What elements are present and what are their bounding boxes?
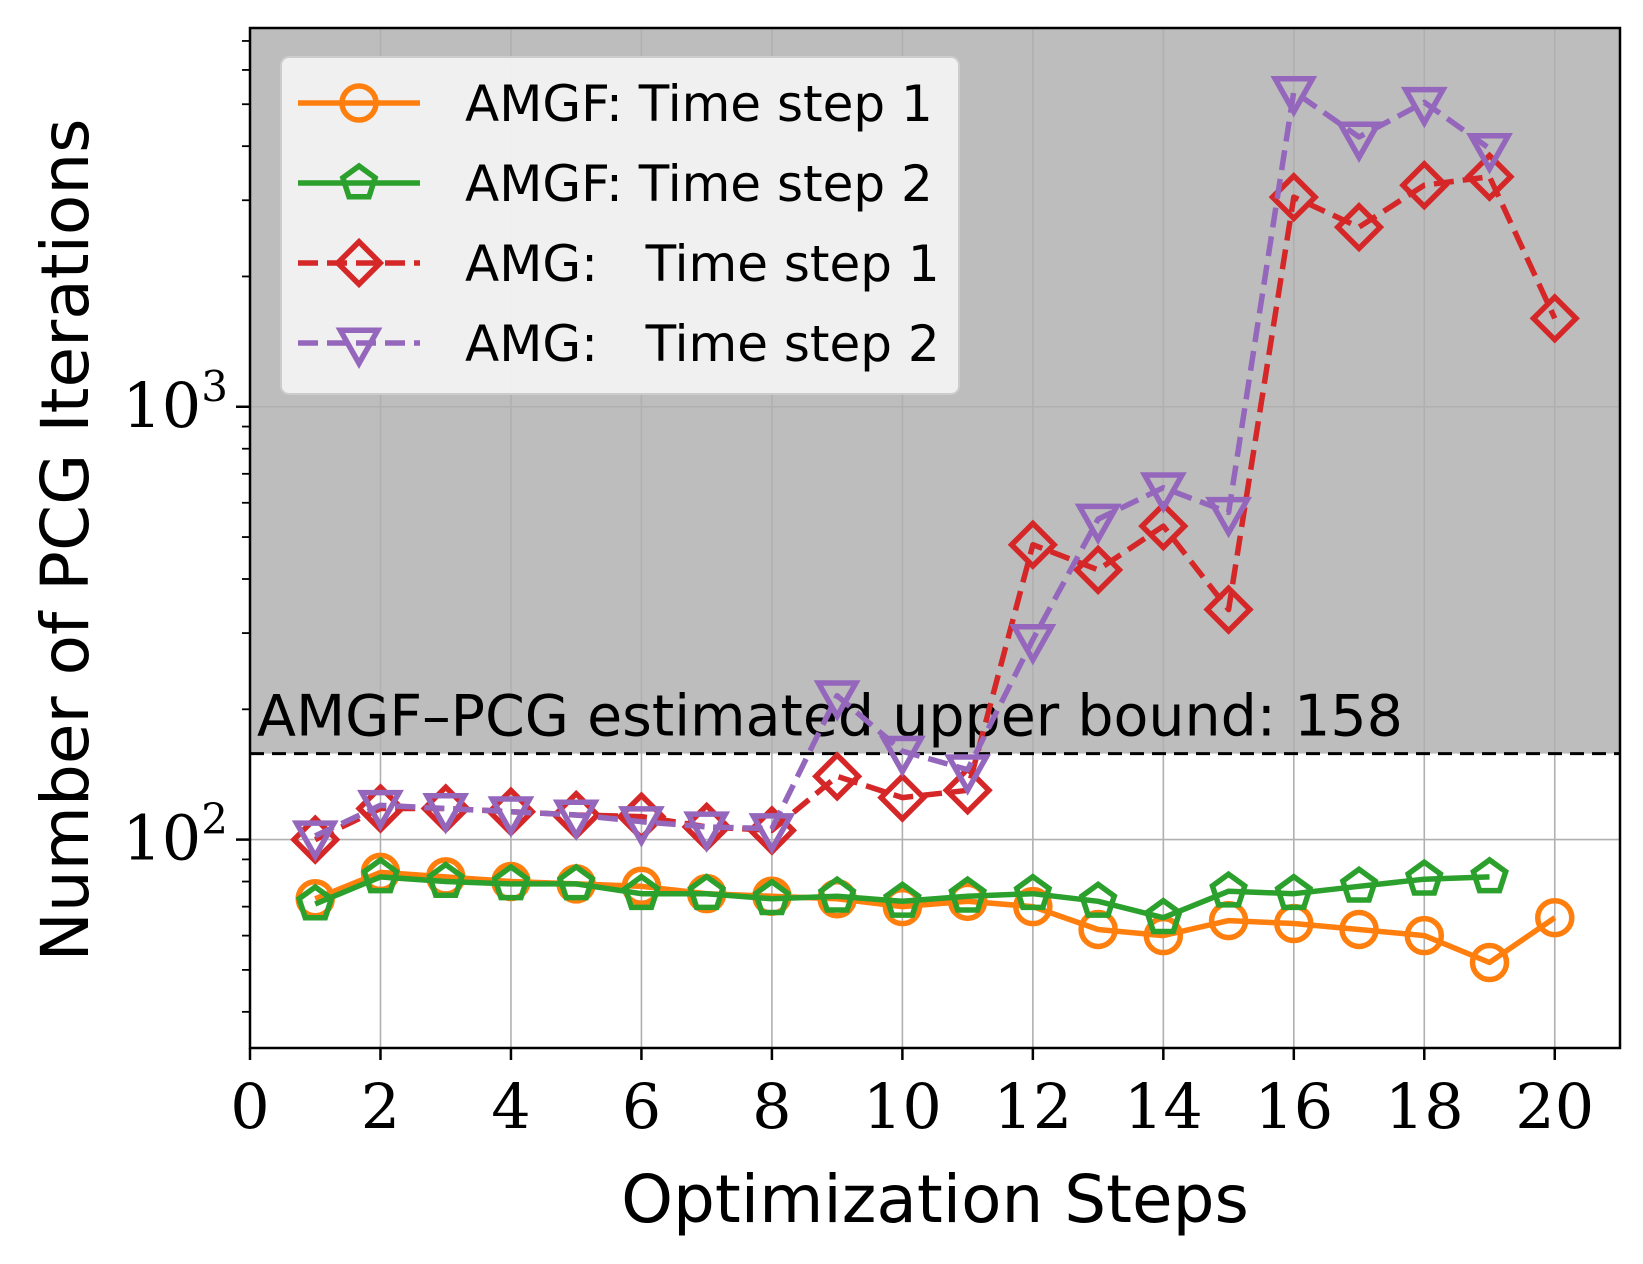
legend-label-2: AMGF: Time step 2 [465, 155, 933, 213]
series-3-point [1072, 544, 1124, 595]
legend-marker-3 [333, 237, 385, 289]
x-tick-label: 6 [622, 1070, 661, 1143]
series-2-point [1470, 856, 1509, 894]
series-4-point [878, 735, 926, 778]
series-1-point [1535, 897, 1575, 938]
series-2-point [491, 863, 531, 901]
series-4-point [1400, 86, 1448, 129]
series-3-point [1464, 151, 1515, 202]
series-3-point [1333, 202, 1385, 253]
legend-box [280, 56, 960, 395]
legend-label-4: AMG: Time step 2 [465, 315, 940, 373]
y-axis-label: Number of PCG Iterations [27, 118, 104, 961]
series-3-point [877, 772, 928, 823]
series-3-point [1138, 500, 1189, 552]
series-4-point [1270, 76, 1318, 118]
legend-label-3: AMG: Time step 1 [465, 235, 940, 293]
series-4-point [683, 811, 731, 853]
series-2-point [687, 873, 727, 911]
x-tick-label: 0 [230, 1070, 269, 1143]
x-tick-label: 10 [863, 1070, 942, 1143]
series-2-point [882, 880, 922, 918]
series-2-point [1143, 897, 1183, 935]
series-4-point [291, 820, 339, 862]
series-2-point [556, 863, 596, 901]
series-2-point [1078, 880, 1118, 918]
series-3-point [1529, 293, 1580, 344]
x-axis-label: Optimization Steps [621, 1161, 1249, 1238]
series-3-point [1203, 584, 1254, 635]
x-tick-label: 2 [361, 1070, 400, 1143]
series-2-point [361, 856, 400, 894]
series-2-point [817, 875, 857, 913]
y-tick-label: 102 [122, 795, 228, 875]
series-4-point [944, 754, 992, 796]
series-4-point [1074, 503, 1122, 546]
legend-marker-4 [335, 327, 383, 369]
y-axis-ticks: 102 103 [122, 40, 250, 1013]
series-4-point [1205, 496, 1252, 539]
series-4-point [552, 799, 600, 841]
series-4-point [813, 680, 861, 722]
series-3-point [1399, 160, 1450, 211]
x-axis-ticks: 0 2 4 6 8 10 12 14 16 18 20 [230, 1048, 1594, 1143]
series-1-point [1404, 915, 1445, 956]
x-tick-label: 4 [491, 1070, 530, 1143]
x-tick-label: 18 [1385, 1070, 1464, 1143]
y-tick-label: 103 [122, 362, 228, 442]
series-4-point [1139, 472, 1187, 514]
series-3-point [812, 751, 863, 802]
x-tick-label: 16 [1254, 1070, 1333, 1143]
series-4-point [422, 792, 470, 835]
x-tick-label: 14 [1124, 1070, 1203, 1143]
x-tick-label: 12 [993, 1070, 1072, 1143]
series-2-point [1013, 873, 1053, 911]
series-1-point [882, 886, 923, 927]
series-2-point [1339, 865, 1379, 903]
series-4-point [1466, 133, 1513, 175]
series-2-point [1209, 870, 1248, 908]
legend-marker-1 [339, 83, 379, 123]
series-4-point [1335, 121, 1383, 163]
legend-label-1: AMGF: Time step 1 [465, 75, 933, 133]
series-2-point [752, 878, 792, 916]
series-2-point [1274, 873, 1314, 911]
series-layer [290, 76, 1580, 983]
legend-marker-2 [339, 162, 379, 200]
series-2-point [426, 861, 466, 899]
series-2 [295, 856, 1509, 935]
upper-bound-label: AMGF–PCG estimated upper bound: 158 [257, 684, 1403, 750]
series-4-point [487, 796, 535, 838]
series-4-line [314, 88, 1492, 839]
legend: AMGF: Time step 1 AMGF: Time step 2 AMG: T… [280, 56, 960, 395]
plot-frame [248, 26, 1622, 1050]
series-1-point [947, 881, 988, 922]
series-4-point [748, 813, 796, 855]
series-2-point [295, 883, 335, 921]
series-1-point [1469, 942, 1510, 983]
series-2-point [622, 873, 661, 911]
series-1-point [1013, 886, 1053, 927]
x-tick-label: 20 [1515, 1070, 1594, 1143]
x-tick-label: 8 [752, 1070, 791, 1143]
series-4-point [357, 789, 404, 832]
series-2-point [948, 875, 988, 913]
series-3-point [1007, 519, 1058, 570]
series-2-point [1404, 858, 1444, 896]
series-4 [291, 76, 1513, 862]
series-1-point [1339, 909, 1379, 950]
series-4-point [618, 806, 665, 848]
series-2-line [314, 874, 1490, 921]
series-3-point [942, 765, 993, 816]
series-4-point [1009, 623, 1057, 666]
